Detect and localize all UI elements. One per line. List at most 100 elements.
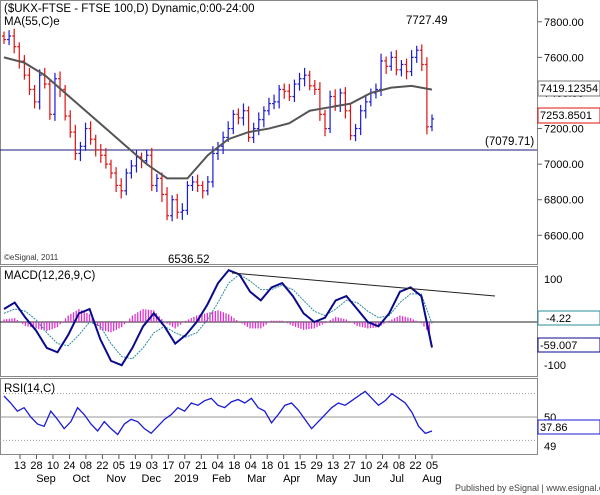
x-month-label: Aug xyxy=(422,473,442,485)
copyright: ©eSignal, 2011 xyxy=(4,253,59,262)
rsi-tick-label: 49 xyxy=(544,441,556,453)
price-bar xyxy=(205,176,210,196)
x-day-label: 01 xyxy=(278,460,290,472)
x-day-label: 05 xyxy=(426,460,438,472)
price-bar xyxy=(312,79,317,95)
price-bar xyxy=(154,173,159,193)
price-bar xyxy=(129,160,134,179)
last-price-box xyxy=(537,107,600,124)
price-bar xyxy=(12,28,17,54)
price-bar xyxy=(109,159,113,179)
price-bar xyxy=(424,57,429,135)
price-bar xyxy=(98,144,103,163)
price-bar xyxy=(246,106,251,142)
x-day-label: 08 xyxy=(80,460,92,472)
price-bar xyxy=(210,146,215,188)
price-tick-label: 7800.00 xyxy=(544,17,584,29)
price-panel xyxy=(0,0,538,265)
price-bar xyxy=(241,103,246,126)
price-bar xyxy=(165,187,170,221)
x-day-label: 29 xyxy=(311,460,323,472)
x-month-label: Mar xyxy=(247,473,266,485)
x-day-label: 28 xyxy=(30,460,42,472)
x-month-label: May xyxy=(316,473,337,485)
price-bar xyxy=(358,104,363,136)
price-bar xyxy=(103,147,108,169)
x-day-label: 27 xyxy=(343,460,355,472)
x-day-label: 13 xyxy=(14,460,26,472)
price-bar xyxy=(282,83,287,99)
price-bar xyxy=(47,79,52,120)
x-day-label: 21 xyxy=(195,460,207,472)
price-bar xyxy=(7,30,12,46)
price-bar xyxy=(63,84,68,121)
price-tick-label: 6600.00 xyxy=(544,230,584,242)
price-bar xyxy=(124,168,129,196)
macd-trendline xyxy=(231,272,496,297)
price-bar xyxy=(185,181,190,215)
price-bar xyxy=(409,50,414,77)
x-day-label: 13 xyxy=(327,460,339,472)
price-tick-label: 7000.00 xyxy=(544,159,584,171)
x-day-label: 04 xyxy=(245,460,257,472)
price-bar xyxy=(261,106,266,128)
x-day-label: 22 xyxy=(96,460,108,472)
price-bar xyxy=(37,69,42,110)
x-day-label: 18 xyxy=(228,460,240,472)
ma-55-line xyxy=(3,56,433,180)
x-day-label: 24 xyxy=(376,460,388,472)
macd-signal-line xyxy=(3,273,433,360)
price-bar xyxy=(272,94,277,110)
price-bar xyxy=(419,44,424,72)
x-day-label: 22 xyxy=(409,460,421,472)
price-bar xyxy=(266,97,271,116)
price-bar xyxy=(68,110,73,138)
macd-value-box xyxy=(537,337,600,353)
rsi-series xyxy=(0,390,537,441)
price-tick-label: 7600.00 xyxy=(544,52,584,64)
macd-tick-label: -100 xyxy=(544,360,566,372)
price-bar xyxy=(399,60,404,77)
ma-value-text: 7419.12354 xyxy=(540,83,598,95)
price-bar xyxy=(32,84,37,109)
footer-credit: Published by eSignal | www.esignal.com xyxy=(455,483,600,493)
x-month-label: Feb xyxy=(212,473,231,485)
macd-line xyxy=(3,268,433,367)
price-bar xyxy=(251,122,256,143)
x-month-label: Sep xyxy=(36,473,56,485)
price-bar xyxy=(287,83,292,101)
chart-title: ($UKX-FTSE - FTSE 100,D) Dynamic,0:00-24… xyxy=(4,3,255,15)
high-label: 7727.49 xyxy=(406,15,448,27)
price-bar xyxy=(353,124,358,142)
price-bar xyxy=(323,109,327,137)
price-bar xyxy=(159,172,164,203)
price-bar xyxy=(88,121,93,145)
price-bar xyxy=(114,167,119,193)
price-bar xyxy=(180,203,185,220)
x-month-label: Apr xyxy=(283,473,300,485)
price-bar xyxy=(27,67,32,95)
price-bar xyxy=(343,87,348,119)
x-day-label: 07 xyxy=(179,460,191,472)
price-bar xyxy=(348,103,353,141)
price-bar xyxy=(302,67,307,87)
x-day-label: 08 xyxy=(393,460,405,472)
price-bar xyxy=(363,94,368,119)
rsi-line xyxy=(3,390,433,436)
x-month-label: Nov xyxy=(106,473,126,485)
price-bar xyxy=(307,70,312,91)
price-bar xyxy=(93,134,98,157)
x-day-label: 10 xyxy=(360,460,372,472)
price-bar xyxy=(317,82,322,121)
price-bar xyxy=(73,124,78,161)
macd-tick-label: 100 xyxy=(544,274,562,286)
macd-series xyxy=(0,268,537,367)
right-axis-area xyxy=(538,0,600,455)
x-day-label: 24 xyxy=(63,460,75,472)
x-day-label: 03 xyxy=(146,460,158,472)
x-month-label: Jul xyxy=(390,473,404,485)
last-price-text: 7253.8501 xyxy=(540,110,592,122)
price-candles xyxy=(2,28,434,222)
price-bar xyxy=(384,56,389,74)
